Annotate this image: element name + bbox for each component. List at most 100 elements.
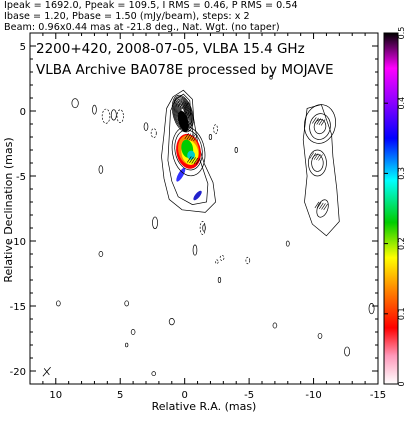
- contour-east-knot: [308, 149, 327, 177]
- header-line-3: Beam: 0.96x0.44 mas at -21.8 deg., Nat. …: [4, 22, 280, 33]
- contour-noise: [202, 224, 206, 232]
- contour-noise: [217, 277, 222, 283]
- polarization-vector: [189, 156, 194, 164]
- contour-noise: [130, 329, 136, 335]
- polarization-vector: [318, 118, 324, 126]
- colorbar-ticks: 0 0.1 0.2 0.3 0.4 0.5: [384, 27, 406, 387]
- polarization-vector: [184, 112, 190, 119]
- contour-noise: [110, 109, 117, 121]
- contour-east: [304, 104, 336, 144]
- contour-noise: [71, 98, 79, 109]
- contour-jet-knot: [174, 129, 203, 171]
- contour-negative: [199, 221, 206, 235]
- contour-east-envelope: [302, 104, 340, 237]
- contour-noise: [98, 251, 104, 257]
- y-tick-label: 0: [20, 107, 26, 118]
- contour-negative: [101, 108, 111, 124]
- colorbar-tick-label: 0.2: [397, 237, 406, 250]
- contour-noise: [152, 216, 158, 229]
- contour-noise: [285, 240, 290, 247]
- x-tick-label: 0: [181, 390, 187, 401]
- contour-noise: [151, 371, 157, 376]
- contour-negative: [215, 259, 219, 265]
- contour-noise: [192, 244, 198, 256]
- contour-negative: [219, 254, 225, 261]
- plot-frame: [29, 32, 379, 385]
- plot-title-line-1: 2200+420, 2008-07-05, VLBA 15.4 GHz: [36, 41, 305, 57]
- polarization-vector: [184, 102, 189, 109]
- contour-negative: [116, 109, 124, 124]
- polarization-vector: [191, 134, 196, 141]
- polarization-vector: [186, 112, 192, 120]
- contour-east-knot: [316, 199, 329, 218]
- contour-outer-jet: [161, 89, 216, 213]
- x-tick-label: -5: [244, 390, 254, 401]
- contour-noise: [124, 300, 129, 307]
- y-tick-label: -5: [16, 172, 26, 183]
- polarization-vector: [180, 111, 185, 118]
- contour-negative: [213, 124, 218, 135]
- y-tick-label: 5: [20, 42, 26, 53]
- polarization-vector: [316, 118, 321, 125]
- polarization-patch: [176, 167, 186, 182]
- contour-noise: [272, 322, 278, 329]
- x-tick-label: -10: [305, 390, 321, 401]
- contour-noise: [317, 332, 323, 339]
- y-axis-ticks: 5 0 -5 -10 -15 -20: [10, 42, 378, 378]
- polarization-vector: [178, 110, 183, 118]
- contour-east: [313, 119, 327, 135]
- polarization-patch: [187, 150, 195, 160]
- colorbar-tick-label: 0.3: [397, 167, 406, 180]
- contour-noise: [92, 104, 97, 115]
- y-axis-label: Relative Declination (mas): [2, 137, 15, 282]
- contour-noise: [56, 300, 61, 307]
- contour-east: [309, 113, 331, 140]
- contour-noise: [344, 346, 350, 357]
- polarization-vector: [193, 157, 199, 165]
- y-tick-label: -10: [10, 237, 26, 248]
- x-tick-label: 5: [117, 390, 123, 401]
- polarization-vector: [323, 203, 328, 211]
- polarization-vector: [309, 152, 314, 159]
- contour-jet-knot: [171, 126, 206, 177]
- polarization-vector: [312, 117, 317, 124]
- contour-noise: [168, 318, 175, 326]
- x-tick-label: 10: [49, 390, 62, 401]
- polarization-vector: [316, 153, 321, 161]
- polarization-vector: [311, 152, 317, 160]
- polarization-vector: [187, 156, 192, 163]
- x-axis-ticks: 10 5 0 -5 -10 -15: [42, 33, 386, 401]
- contour-negative: [245, 256, 251, 265]
- polarization-vector: [188, 133, 194, 141]
- polarization-vector: [177, 100, 183, 108]
- polarization-vector: [189, 121, 194, 129]
- contour-core: [171, 94, 194, 133]
- polarization-vector: [316, 202, 322, 209]
- colorbar: [383, 32, 399, 385]
- polarization-vector: [182, 101, 187, 109]
- polarization-vector: [314, 201, 320, 209]
- contour-noise: [143, 122, 149, 131]
- polarization-vector: [179, 101, 185, 108]
- x-tick-label: -15: [370, 390, 386, 401]
- polarization-vector: [182, 120, 188, 127]
- x-axis-label: Relative R.A. (mas): [152, 400, 257, 413]
- polarization-vector: [184, 120, 190, 128]
- polarization-vector: [318, 154, 323, 161]
- contour-map: [42, 74, 375, 377]
- polarization-vector: [186, 133, 192, 140]
- polarization-vector: [182, 111, 187, 119]
- polarization-vector: [184, 132, 189, 140]
- polarization-vector: [187, 121, 192, 128]
- header-line-2: Ibase = 1.20, Pbase = 1.50 (mJy/beam), s…: [4, 11, 250, 22]
- plot-title-line-2: VLBA Archive BA078E processed by MOJAVE: [36, 62, 333, 78]
- polarization-vector: [191, 157, 196, 164]
- polarization-vector: [193, 134, 198, 142]
- beam-marker: [43, 368, 50, 376]
- contour-noise: [234, 147, 238, 153]
- contour-noise: [368, 303, 375, 315]
- polarization-vector: [195, 158, 201, 165]
- contour-noise: [269, 74, 273, 80]
